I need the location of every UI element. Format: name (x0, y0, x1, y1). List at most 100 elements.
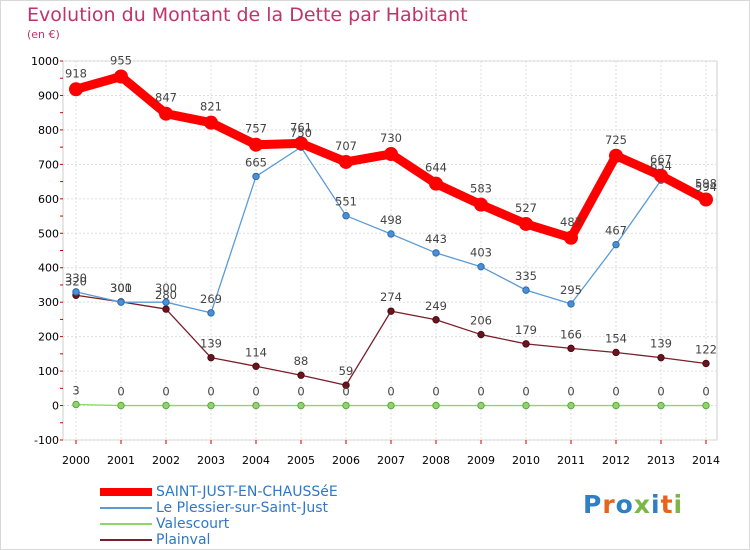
data-label: 0 (567, 385, 574, 399)
x-tick-label: 2014 (692, 454, 720, 467)
data-point (567, 401, 575, 410)
y-tick-label: 300 (38, 296, 59, 309)
y-tick-label: 1000 (31, 55, 59, 68)
x-tick-label: 2012 (602, 454, 630, 467)
data-point (249, 137, 263, 152)
data-label: 583 (470, 182, 492, 196)
chart-subtitle: (en €) (27, 28, 60, 41)
legend-label: Plainval (156, 532, 211, 548)
data-point (432, 401, 440, 410)
legend-label: Valescourt (156, 516, 230, 532)
data-label: 0 (477, 385, 484, 399)
legend-label: SAINT-JUST-EN-CHAUSSéE (156, 484, 338, 500)
data-label: 0 (522, 385, 529, 399)
data-point (429, 176, 443, 191)
data-label: 166 (560, 327, 582, 341)
data-label: 707 (335, 139, 357, 153)
data-point (564, 230, 578, 245)
data-point (252, 172, 260, 181)
proxiti-logo: Proxiti (583, 490, 683, 519)
data-label: 3 (72, 384, 79, 398)
data-point (522, 340, 530, 348)
data-label: 725 (605, 133, 627, 147)
data-point (252, 362, 260, 370)
data-label: 955 (110, 54, 132, 68)
y-tick-label: 500 (38, 227, 59, 240)
data-point (207, 401, 215, 410)
data-point (297, 371, 305, 379)
data-label: 269 (200, 292, 222, 306)
data-point (252, 401, 260, 410)
data-label: 88 (294, 354, 309, 368)
plot-area (62, 60, 718, 441)
logo-letter: t (660, 490, 674, 519)
y-tick-label: 0 (52, 400, 59, 413)
legend-swatch (100, 488, 152, 496)
data-label: 443 (425, 232, 447, 246)
x-tick-label: 2005 (287, 454, 315, 467)
data-point (567, 344, 575, 353)
y-tick-label: 600 (38, 193, 59, 206)
logo-letter: i (651, 490, 661, 519)
data-point (432, 316, 440, 324)
legend-item: Valescourt (100, 516, 338, 532)
data-label: 667 (650, 153, 672, 167)
logo-letter: P (583, 490, 603, 519)
data-point (432, 249, 440, 257)
data-label: 335 (515, 269, 537, 283)
data-label: 330 (65, 271, 87, 285)
x-tick-label: 2004 (242, 454, 270, 467)
data-label: 249 (425, 299, 447, 313)
data-point (477, 330, 485, 339)
data-point (162, 305, 170, 313)
y-tick-label: 800 (38, 124, 59, 137)
data-point (522, 401, 530, 410)
data-label: 114 (245, 345, 267, 359)
data-point (612, 240, 620, 249)
data-point (657, 401, 665, 410)
data-point (702, 401, 710, 410)
data-point (474, 197, 488, 212)
data-label: 498 (380, 213, 402, 227)
data-label: 665 (245, 155, 267, 169)
data-label: 0 (207, 385, 214, 399)
data-label: 206 (470, 314, 492, 328)
data-point (657, 353, 665, 362)
x-tick-label: 2001 (107, 454, 135, 467)
x-tick-label: 2002 (152, 454, 180, 467)
data-point (204, 115, 218, 130)
data-label: 59 (339, 364, 354, 378)
data-point (72, 288, 80, 296)
x-tick-label: 2000 (62, 454, 90, 467)
data-point (162, 401, 170, 410)
chart-title: Evolution du Montant de la Dette par Hab… (27, 4, 468, 26)
data-point (117, 298, 125, 306)
data-label: 761 (290, 120, 312, 134)
x-tick-label: 2006 (332, 454, 360, 467)
data-label: 300 (110, 281, 132, 295)
data-point (159, 106, 173, 121)
data-point (69, 82, 83, 97)
data-point (519, 216, 533, 231)
data-point (387, 307, 395, 315)
data-label: 644 (425, 161, 447, 175)
data-label: 295 (560, 283, 582, 297)
data-label: 527 (515, 201, 537, 215)
data-label: 847 (155, 91, 177, 105)
data-point (699, 192, 713, 207)
data-label: 467 (605, 224, 627, 238)
data-label: 274 (380, 290, 402, 304)
data-label: 0 (342, 385, 349, 399)
logo-letter: o (615, 490, 634, 519)
data-label: 598 (695, 177, 717, 191)
data-label: 730 (380, 131, 402, 145)
data-point (384, 147, 398, 162)
data-label: 0 (657, 385, 664, 399)
legend-swatch (100, 539, 152, 541)
data-label: 654 (650, 159, 672, 173)
data-point (207, 309, 215, 317)
data-label: 0 (297, 385, 304, 399)
y-tick-label: 100 (38, 365, 59, 378)
data-label: 0 (162, 385, 169, 399)
